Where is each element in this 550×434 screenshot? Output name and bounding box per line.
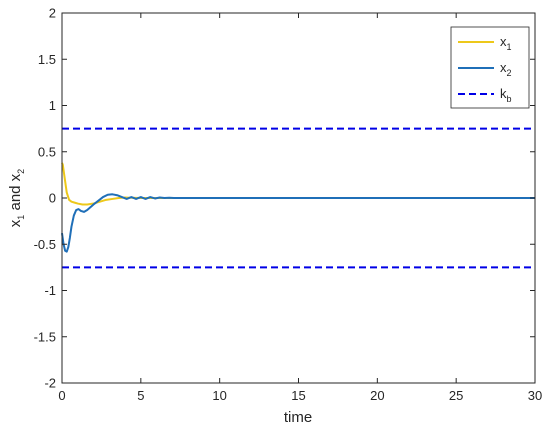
x-tick-label: 0 xyxy=(58,388,65,403)
y-axis-label-x1: x xyxy=(7,219,24,227)
legend-label-sub: 2 xyxy=(507,68,512,78)
y-tick-label: -2 xyxy=(44,376,56,391)
legend-label-base: x xyxy=(500,34,507,49)
x-axis-label: time xyxy=(284,409,312,426)
legend-label-sub: 1 xyxy=(507,42,512,52)
legend-label-2: kb xyxy=(500,86,512,104)
y-axis-label-sub1: 1 xyxy=(16,215,26,220)
y-axis-label-sub2: 2 xyxy=(16,169,26,174)
legend-label-base: k xyxy=(500,86,507,101)
y-tick-label: -0.5 xyxy=(34,237,56,252)
x-axis: 0 5 10 15 20 25 30 xyxy=(58,13,542,403)
y-tick-label: -1.5 xyxy=(34,329,56,344)
x-tick-label: 15 xyxy=(291,388,305,403)
legend-label-sub: b xyxy=(507,94,512,104)
x-tick-label: 30 xyxy=(528,388,542,403)
y-tick-label: 0.5 xyxy=(38,144,56,159)
y-axis-label-and-x: and x xyxy=(7,173,24,214)
series-layer xyxy=(61,127,535,269)
x-tick-label: 5 xyxy=(137,388,144,403)
x-tick-label: 10 xyxy=(212,388,226,403)
y-axis: -2 -1.5 -1 -0.5 0 0.5 1 1.5 2 xyxy=(34,6,535,391)
y-tick-label: 1.5 xyxy=(38,52,56,67)
x-tick-label: 20 xyxy=(370,388,384,403)
legend-label-base: x xyxy=(500,60,507,75)
series-line-1 xyxy=(61,193,535,253)
legend-label-1: x2 xyxy=(500,60,512,78)
y-tick-label: 1 xyxy=(49,98,56,113)
y-tick-label: 0 xyxy=(49,191,56,206)
y-axis-label: x1 and x2 xyxy=(7,169,26,227)
y-tick-label: 2 xyxy=(49,6,56,21)
legend-label-0: x1 xyxy=(500,34,512,52)
x-tick-label: 25 xyxy=(449,388,463,403)
y-tick-label: -1 xyxy=(44,283,56,298)
